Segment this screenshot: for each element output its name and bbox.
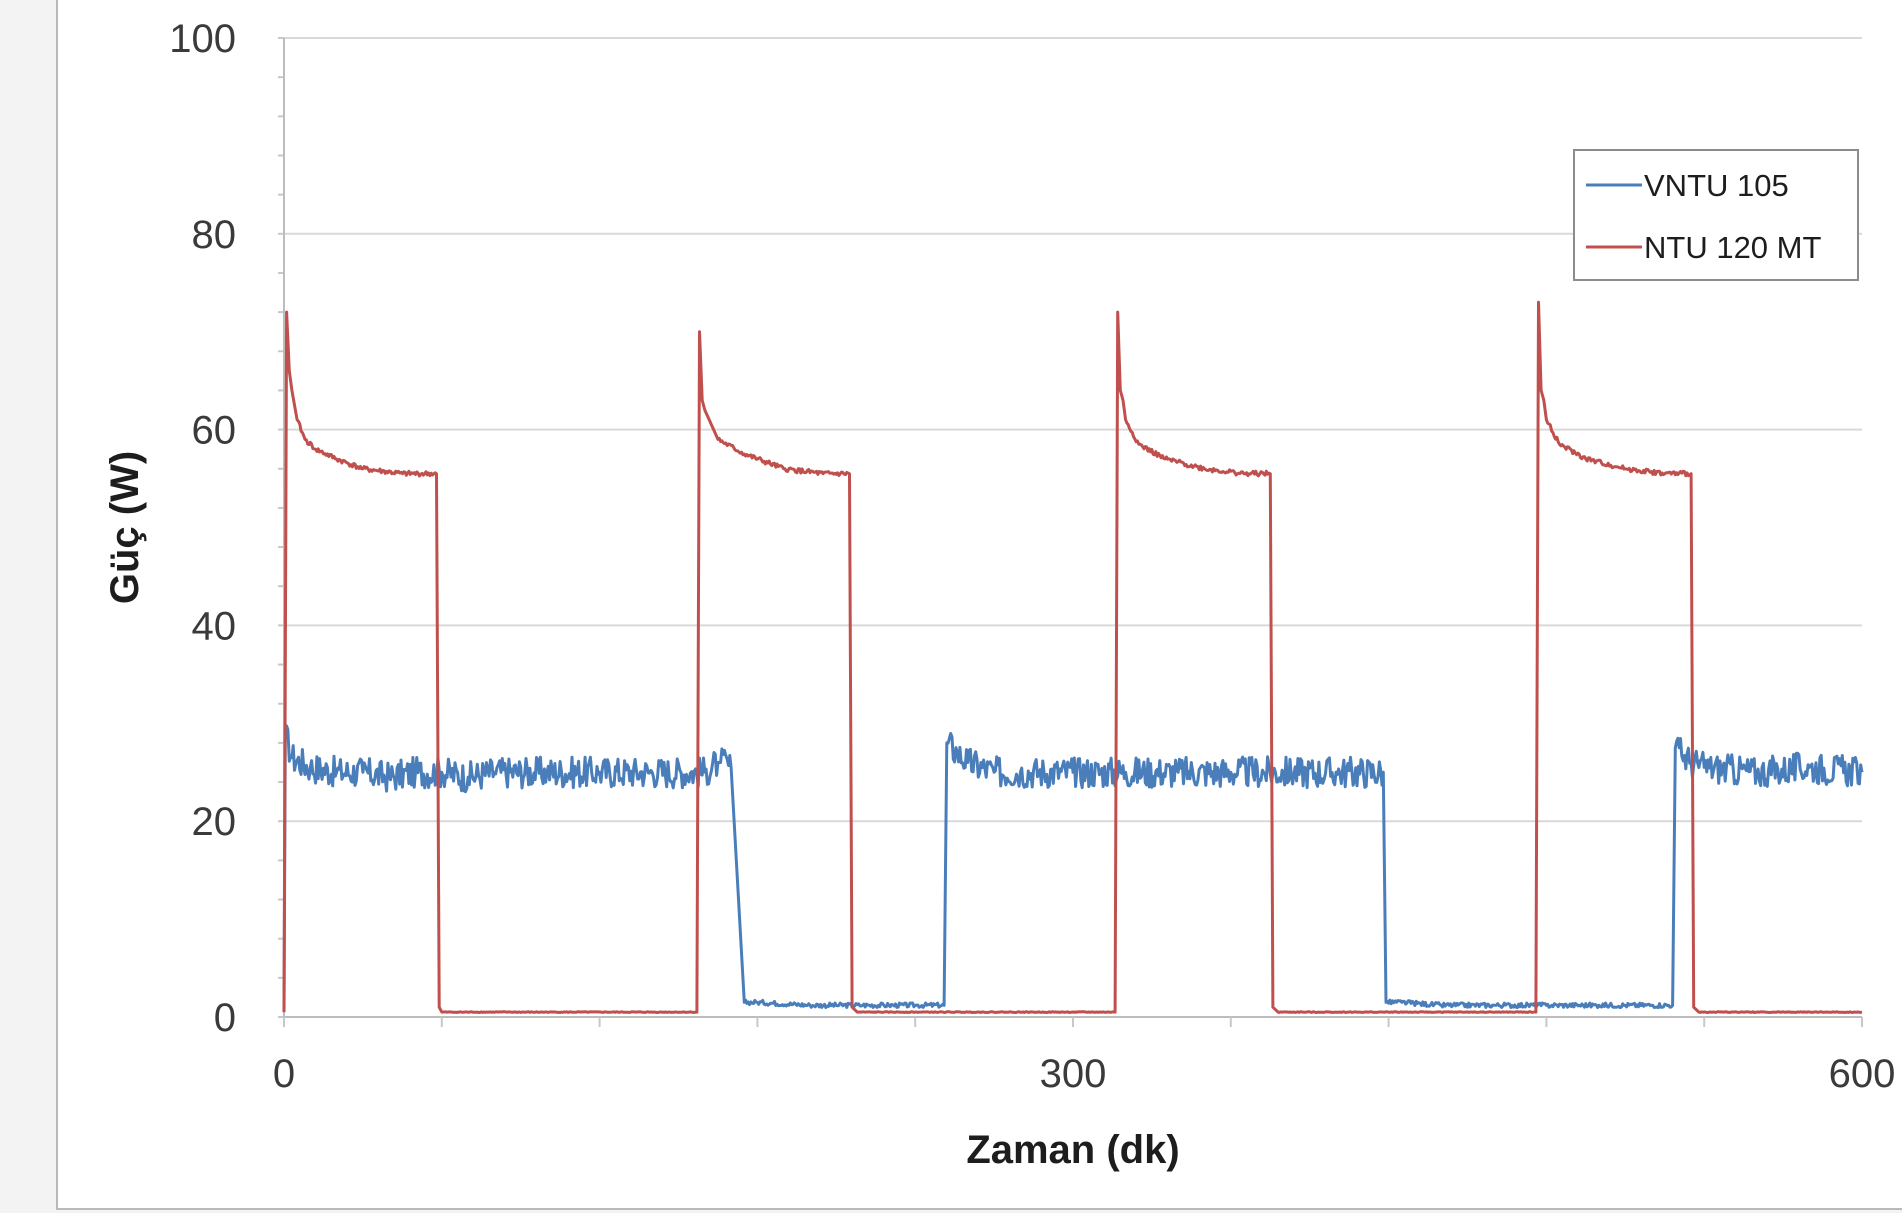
- y-tick-label-60: 60: [192, 409, 237, 453]
- legend-box: [1573, 149, 1859, 281]
- legend: VNTU 105 NTU 120 MT: [1573, 149, 1859, 281]
- tick-labels: 0 20 40 60 80 100 0 300 600: [169, 17, 1895, 1096]
- y-axis-title: Güç (W): [103, 451, 147, 604]
- y-tick-label-80: 80: [192, 213, 237, 257]
- legend-label-vntu-105: VNTU 105: [1644, 168, 1789, 203]
- y-tick-label-0: 0: [214, 996, 236, 1040]
- series-line-ntu-120-mt: [282, 300, 1863, 1014]
- x-tick-label-0: 0: [273, 1052, 295, 1096]
- legend-label-ntu-120-mt: NTU 120 MT: [1644, 230, 1821, 265]
- y-tick-label-100: 100: [169, 17, 236, 61]
- y-tick-label-20: 20: [192, 800, 237, 844]
- x-tick-label-600: 600: [1829, 1052, 1896, 1096]
- grid-layer: [284, 37, 1862, 823]
- x-axis-title: Zaman (dk): [966, 1128, 1179, 1172]
- series-line-vntu-105: [282, 724, 1864, 1013]
- x-tick-label-300: 300: [1040, 1052, 1107, 1096]
- y-tick-label-40: 40: [192, 604, 237, 648]
- series-layer: [282, 300, 1864, 1014]
